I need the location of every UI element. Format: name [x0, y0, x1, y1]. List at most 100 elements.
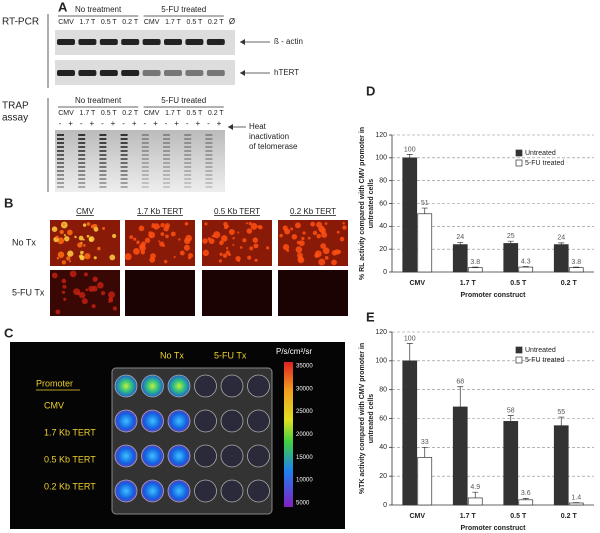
- cell: [109, 254, 116, 261]
- panel-b: B CMV 1.7 Kb TERT 0.5 Kb TERT 0.2 Kb TERT No…: [4, 195, 348, 316]
- cell: [97, 281, 104, 289]
- bar: [417, 213, 433, 273]
- legend-swatch: [515, 149, 523, 157]
- column-label: 0.2 Kb TERT: [290, 207, 336, 216]
- lane-label: 0.5 T: [186, 19, 203, 26]
- ladder-band: [78, 134, 86, 136]
- cell: [307, 236, 311, 240]
- scale-label: 30000: [296, 386, 313, 392]
- well: [167, 374, 191, 398]
- lane-label: 1.7 T: [79, 110, 96, 117]
- x-tick-label: 1.7 T: [460, 513, 477, 520]
- well: [114, 409, 138, 433]
- band: [78, 39, 97, 45]
- bar: [553, 244, 569, 273]
- cell: [80, 250, 84, 255]
- cell: [79, 255, 85, 261]
- band: [164, 39, 182, 45]
- y-axis-label: untreated cells: [368, 179, 375, 229]
- ladder-band: [205, 170, 213, 172]
- value-label: 55: [557, 409, 565, 416]
- lane-label: 1.7 T: [165, 110, 182, 117]
- scale-label: 5000: [296, 501, 310, 507]
- ladder-band: [57, 142, 64, 144]
- cell: [204, 222, 208, 226]
- scale-label: 35000: [296, 364, 313, 370]
- legend-swatch: [515, 346, 523, 354]
- cell: [252, 237, 259, 243]
- ladder-band: [78, 166, 86, 168]
- ladder-band: [57, 138, 64, 140]
- value-label: 33: [421, 439, 429, 446]
- ladder-band: [78, 158, 86, 160]
- x-axis-label: Promoter construct: [461, 525, 527, 532]
- bar: [452, 244, 468, 273]
- micrograph: [278, 220, 348, 266]
- sign: -: [186, 119, 189, 128]
- cell: [320, 243, 327, 249]
- cell: [85, 288, 89, 292]
- lane-label: 0.2 T: [208, 19, 225, 26]
- error-bar: [472, 266, 479, 268]
- ladder-band: [57, 170, 64, 172]
- ladder-band: [184, 186, 192, 188]
- lane-label: 1.7 T: [165, 19, 182, 26]
- cell: [63, 234, 66, 237]
- ladder-band: [57, 182, 64, 184]
- ladder-band: [205, 166, 213, 168]
- ladder-band: [78, 170, 86, 172]
- cell: [133, 237, 137, 241]
- unit-label: P/s/cm²/sr: [276, 347, 312, 356]
- cell: [62, 284, 67, 289]
- ladder-band: [141, 154, 149, 156]
- sign: -: [143, 119, 146, 128]
- x-tick-label: 1.7 T: [460, 280, 477, 287]
- cell: [139, 243, 145, 250]
- sign: -: [101, 119, 104, 128]
- band: [57, 39, 75, 45]
- row-label: 0.5 Kb TERT: [44, 454, 96, 464]
- sign: +: [111, 119, 116, 128]
- cell: [63, 297, 67, 301]
- cell: [247, 255, 252, 260]
- ladder-band: [78, 138, 86, 140]
- band-label: hTERT: [274, 68, 299, 77]
- y-tick-label: 60: [379, 200, 387, 207]
- x-tick-label: 0.2 T: [561, 280, 578, 287]
- cell: [124, 253, 132, 261]
- ladder-band: [163, 150, 170, 152]
- lane-label: 0.2 T: [122, 19, 139, 26]
- cell: [331, 259, 337, 266]
- cell: [294, 222, 301, 229]
- lane-label: 0.5 T: [101, 110, 118, 117]
- y-tick-label: 40: [379, 444, 387, 451]
- x-tick-label: CMV: [409, 280, 425, 287]
- cell: [218, 259, 222, 263]
- group-label: No Tx: [160, 350, 184, 360]
- lane-label: Ø: [229, 17, 235, 26]
- row-label: CMV: [44, 400, 64, 410]
- ladder-band: [184, 150, 192, 152]
- group-label: No treatment: [75, 5, 122, 14]
- ladder-band: [78, 174, 86, 176]
- ladder-band: [141, 146, 149, 148]
- well: [247, 479, 270, 503]
- ladder-band: [57, 134, 64, 136]
- cell: [59, 229, 64, 235]
- panel-c: C No Tx 5-FU Tx P/s/cm²/sr Promoter CMV 1…: [4, 325, 345, 529]
- band: [99, 39, 118, 45]
- legend-label: 5-FU treated: [525, 160, 564, 167]
- y-tick-label: 120: [375, 132, 387, 139]
- ladder-band: [205, 182, 213, 184]
- ladder-band: [163, 186, 170, 188]
- well: [141, 479, 164, 503]
- x-tick-label: 0.5 T: [510, 280, 527, 287]
- cell: [57, 237, 65, 245]
- well: [220, 409, 244, 433]
- bar: [518, 499, 534, 506]
- cell: [228, 229, 235, 235]
- ladder-band: [120, 166, 128, 168]
- cell: [133, 247, 140, 255]
- ladder-band: [163, 154, 170, 156]
- ladder-band: [205, 146, 213, 148]
